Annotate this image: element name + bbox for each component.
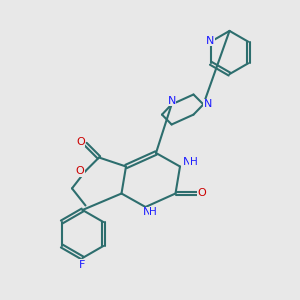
Text: N: N	[206, 36, 214, 46]
Text: O: O	[76, 166, 85, 176]
Text: O: O	[197, 188, 206, 199]
Text: H: H	[190, 157, 197, 167]
Text: N: N	[167, 96, 176, 106]
Text: H: H	[149, 207, 157, 218]
Text: O: O	[76, 136, 85, 147]
Text: N: N	[182, 157, 191, 167]
Text: N: N	[143, 207, 151, 218]
Text: F: F	[79, 260, 86, 270]
Text: N: N	[204, 99, 212, 110]
